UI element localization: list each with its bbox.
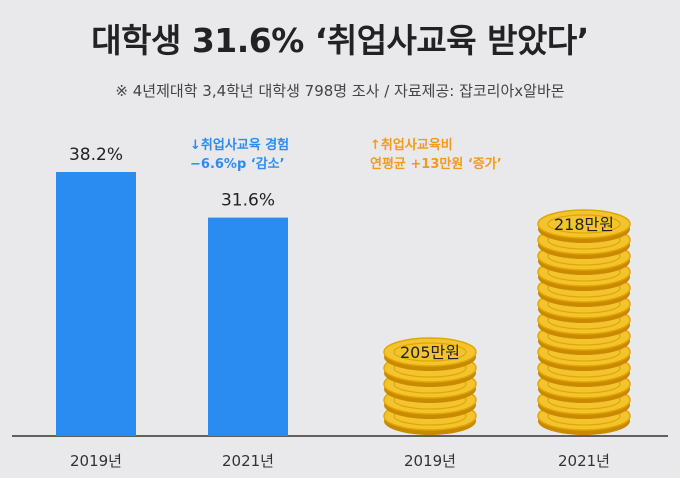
- coin-value-label: 218만원: [554, 215, 614, 234]
- experience-note: ↓취업사교육 경험 −6.6%p ‘감소’: [190, 136, 289, 174]
- bar-2019년: [56, 172, 136, 436]
- cost-note: ↑취업사교육비 연평균 +13만원 ‘증가’: [370, 136, 502, 174]
- chart-subtitle: ※ 4년제대학 3,4학년 대학생 798명 조사 / 자료제공: 잡코리아x알…: [115, 82, 565, 100]
- x-tick-label: 2019년: [404, 452, 456, 470]
- bar-2021년: [208, 217, 288, 436]
- bar-value-label: 31.6%: [221, 191, 275, 211]
- x-tick-label: 2019년: [70, 452, 122, 470]
- cost-note-line1: ↑취업사교육비: [370, 138, 453, 153]
- experience-note-line2: −6.6%p ‘감소’: [190, 157, 285, 172]
- experience-note-line1: ↓취업사교육 경험: [190, 138, 290, 153]
- chart-title: 대학생 31.6% ‘취업사교육 받았다’: [91, 21, 589, 60]
- x-tick-label: 2021년: [558, 452, 610, 470]
- bar-value-label: 38.2%: [69, 145, 123, 165]
- coin-inner-ring: [393, 342, 467, 362]
- coin-inner-ring: [547, 214, 621, 234]
- coin-value-label: 205만원: [400, 343, 460, 362]
- x-tick-label: 2021년: [222, 452, 274, 470]
- cost-note-line2: 연평균 +13만원 ‘증가’: [370, 157, 502, 172]
